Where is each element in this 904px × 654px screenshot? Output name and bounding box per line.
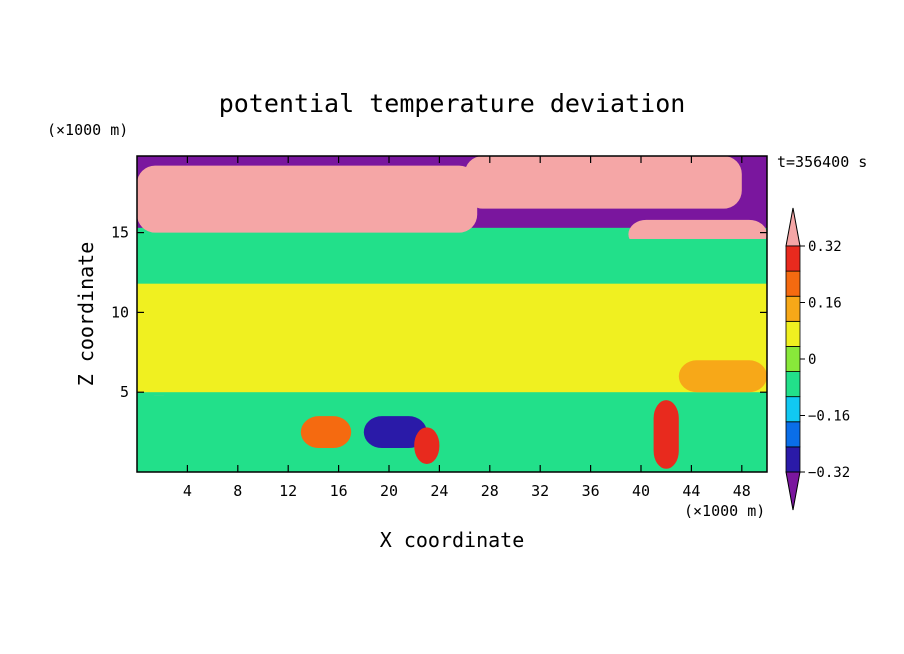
contour-region-10	[414, 427, 440, 465]
y-tick-label: 10	[111, 303, 129, 321]
x-axis: 4 8 12 16 20 24 28 32 36 40 44 48	[183, 156, 751, 500]
colorbar-upper-extend	[785, 207, 801, 247]
colorbar-segment	[785, 371, 801, 398]
colorbar: 0.32 0.16 0 −0.16 −0.32	[785, 207, 850, 511]
contour-region-9	[363, 416, 427, 449]
x-unit-label: (×1000 m)	[684, 502, 765, 520]
contour-region-4	[137, 238, 767, 284]
chart-title: potential temperature deviation	[219, 89, 686, 118]
colorbar-segment	[785, 295, 801, 322]
x-tick-label: 4	[183, 482, 192, 500]
plot-frame	[136, 155, 768, 473]
colorbar-segment	[785, 270, 801, 297]
contour-field	[137, 156, 767, 472]
y-axis-label: Z coordinate	[74, 242, 98, 387]
colorbar-label: 0.16	[808, 296, 842, 312]
time-label: t=356400 s	[777, 153, 867, 171]
y-axis: 5 10 15	[111, 224, 767, 401]
colorbar-label: −0.16	[808, 409, 850, 425]
x-tick-label: 20	[380, 482, 398, 500]
colorbar-label: 0.32	[808, 239, 842, 255]
colorbar-segment	[785, 320, 801, 347]
x-tick-label: 8	[233, 482, 242, 500]
colorbar-label: −0.32	[808, 465, 850, 481]
contour-region-5	[137, 283, 767, 393]
x-tick-label: 40	[632, 482, 650, 500]
colorbar-segment	[785, 446, 801, 473]
x-tick-label: 32	[531, 482, 549, 500]
x-axis-label: X coordinate	[380, 528, 525, 552]
colorbar-lower-extend	[785, 471, 801, 511]
x-tick-label: 28	[481, 482, 499, 500]
x-tick-label: 36	[582, 482, 600, 500]
contour-region-11	[653, 400, 679, 469]
colorbar-segment	[785, 421, 801, 448]
x-tick-label: 44	[682, 482, 700, 500]
contour-region-2	[464, 156, 742, 209]
colorbar-segment	[785, 245, 801, 272]
colorbar-segment	[785, 396, 801, 423]
colorbar-segment	[785, 346, 801, 372]
y-tick-label: 5	[120, 383, 129, 401]
x-tick-label: 48	[733, 482, 751, 500]
contour-region-12	[300, 416, 352, 449]
contour-region-6	[678, 360, 767, 393]
x-tick-label: 24	[430, 482, 448, 500]
x-tick-label: 12	[279, 482, 297, 500]
y-tick-label: 15	[111, 224, 129, 242]
contour-region-1	[137, 165, 478, 233]
x-tick-label: 16	[330, 482, 348, 500]
colorbar-label: 0	[808, 352, 816, 368]
y-unit-label: (×1000 m)	[47, 121, 128, 139]
